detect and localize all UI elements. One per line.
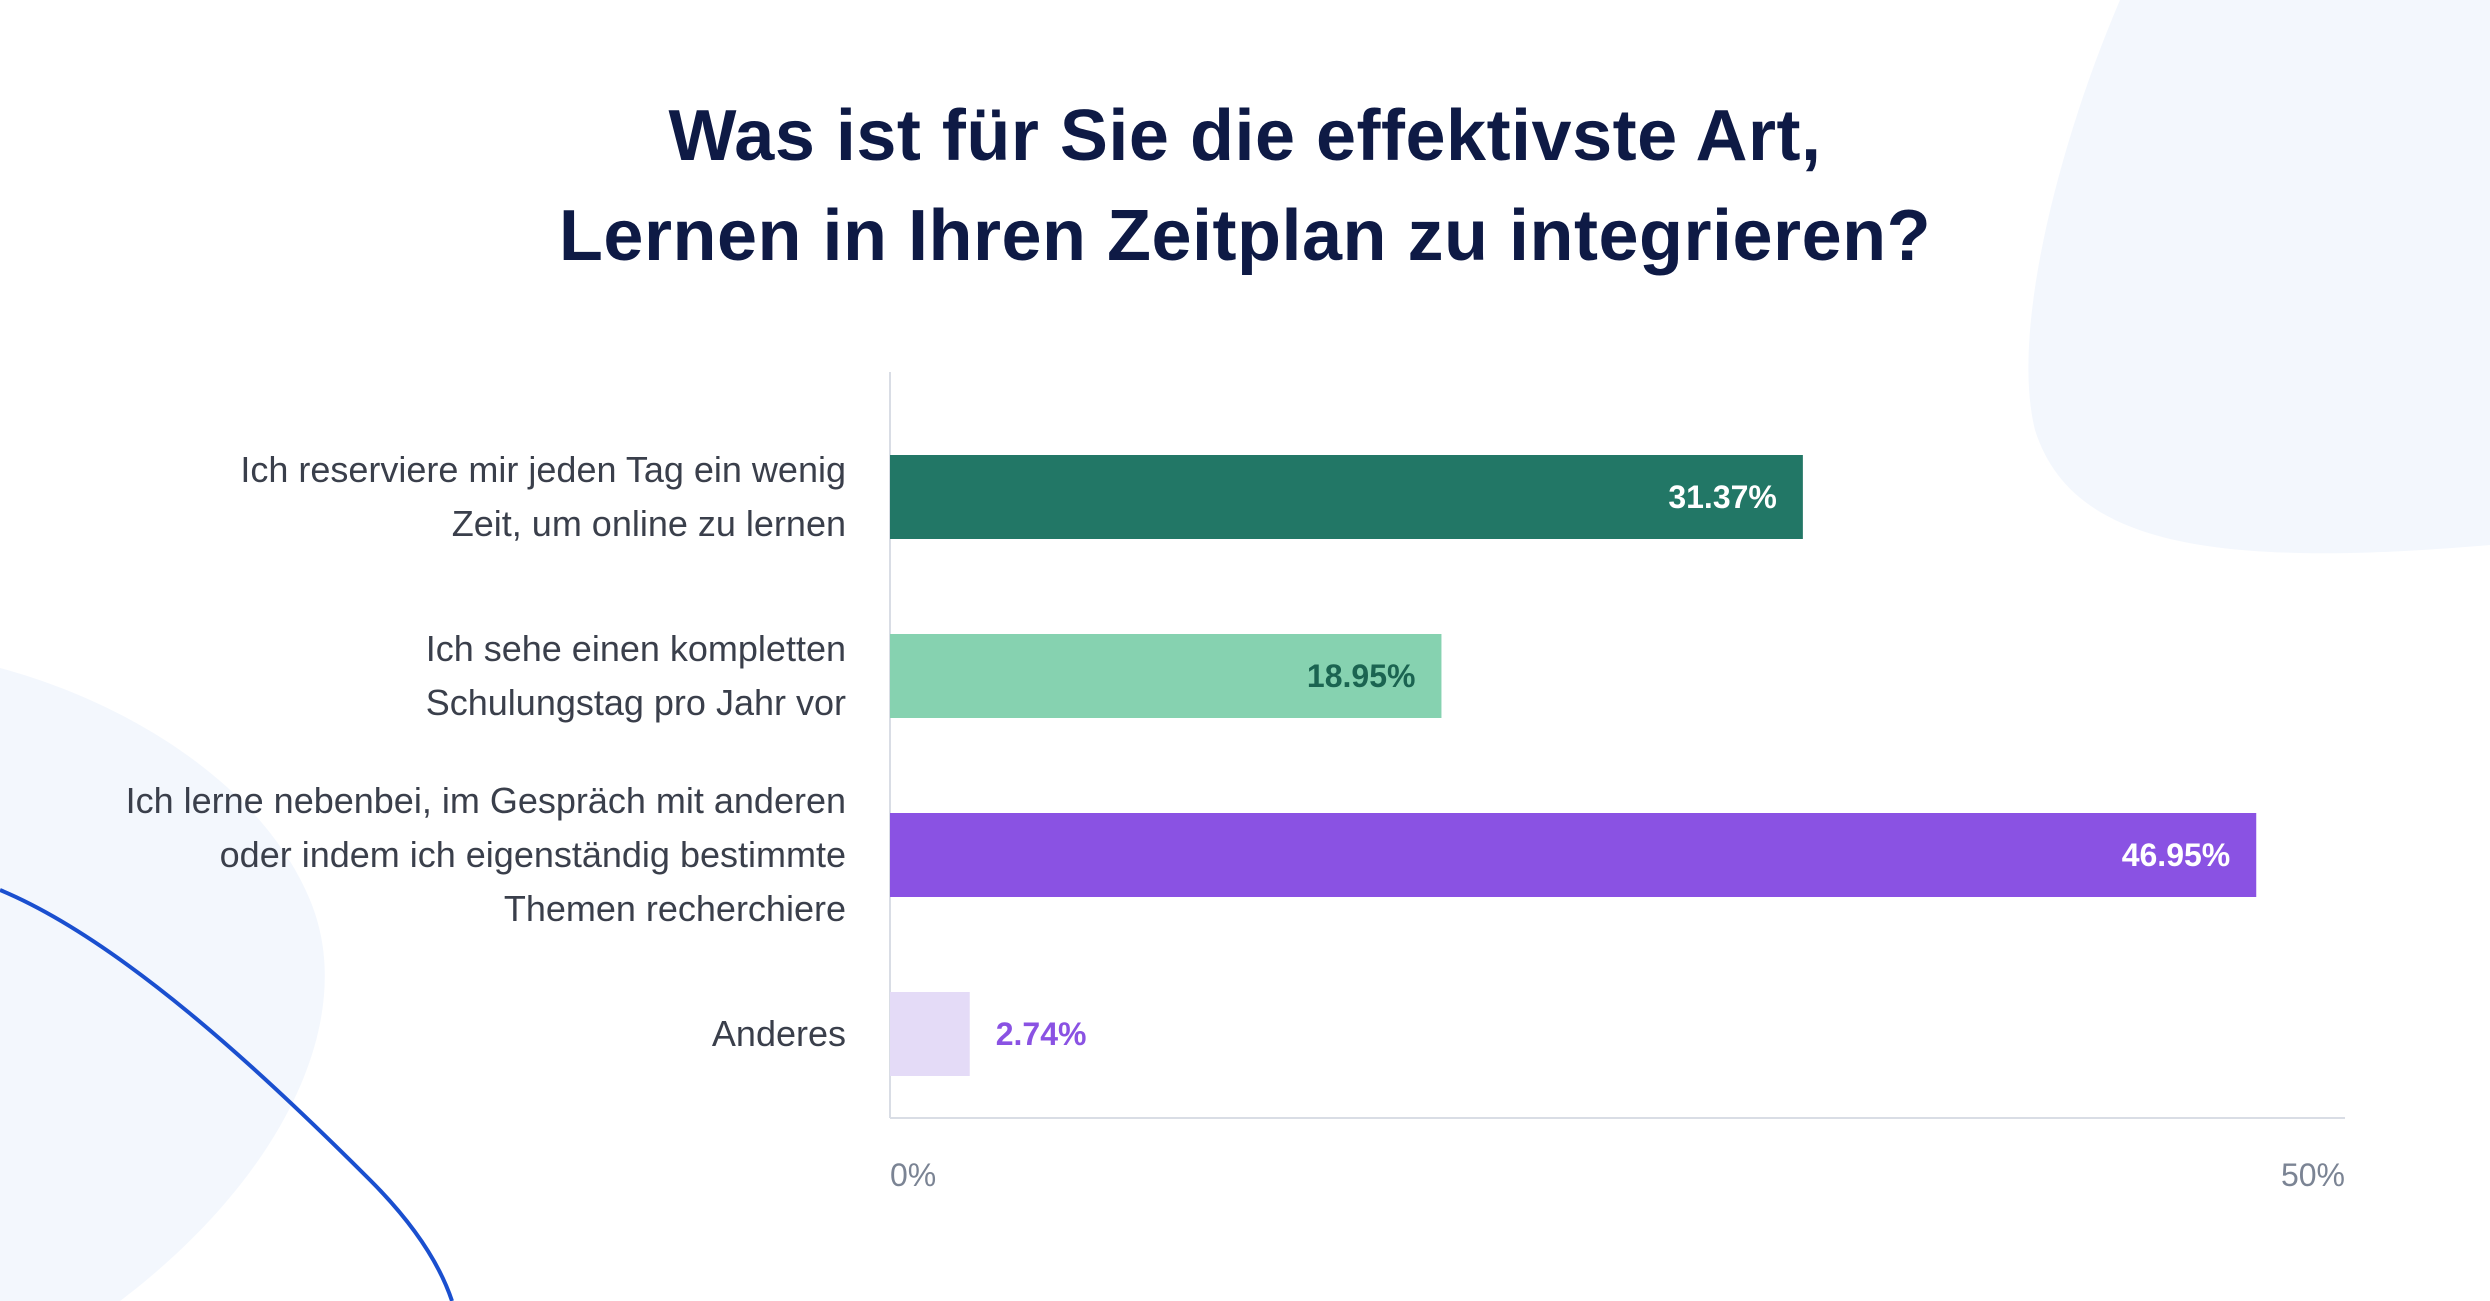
- category-label-3-line-3: Themen recherchiere: [504, 888, 846, 929]
- background-blob-top-right: [2028, 0, 2490, 554]
- bar-1: [890, 455, 1803, 539]
- data-label-2: 18.95%: [1307, 658, 1416, 694]
- data-label-4: 2.74%: [996, 1016, 1087, 1052]
- category-label-3-line-1: Ich lerne nebenbei, im Gespräch mit ande…: [126, 780, 846, 821]
- data-label-1: 31.37%: [1668, 479, 1777, 515]
- category-label-1-line-2: Zeit, um online zu lernen: [452, 503, 846, 544]
- category-label-3-line-2: oder indem ich eigenständig bestimmte: [220, 834, 846, 875]
- category-label-2-line-2: Schulungstag pro Jahr vor: [426, 682, 846, 723]
- x-tick-label-2: 50%: [2281, 1157, 2345, 1193]
- data-label-3: 46.95%: [2122, 837, 2231, 873]
- category-label-4-line-1: Anderes: [712, 1013, 846, 1054]
- category-label-1-line-1: Ich reserviere mir jeden Tag ein wenig: [240, 449, 846, 490]
- x-tick-label-1: 0%: [890, 1157, 936, 1193]
- decorative-curve: [0, 888, 454, 1301]
- chart-title-line-1: Was ist für Sie die effektivste Art,: [668, 96, 1822, 176]
- background-blob-left: [0, 668, 325, 1301]
- bar-2: [890, 634, 1442, 718]
- bar-4: [890, 992, 970, 1076]
- bar-3: [890, 813, 2257, 897]
- chart-title-line-2: Lernen in Ihren Zeitplan zu integrieren?: [558, 196, 1932, 276]
- category-label-2-line-1: Ich sehe einen kompletten: [426, 628, 846, 669]
